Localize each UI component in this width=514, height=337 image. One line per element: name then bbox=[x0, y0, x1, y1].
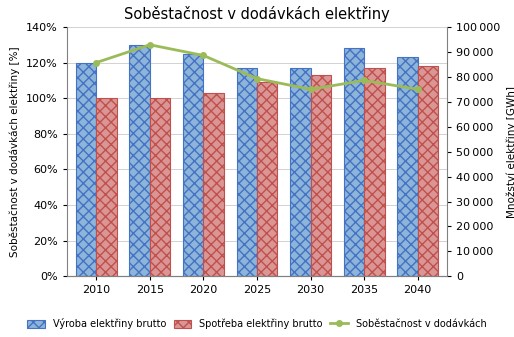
Bar bbox=[344, 48, 364, 276]
Bar bbox=[76, 63, 96, 276]
Bar bbox=[257, 82, 278, 276]
Legend: Výroba elektřiny brutto, Spotřeba elektřiny brutto, Soběstačnost v dodávkách: Výroba elektřiny brutto, Spotřeba elektř… bbox=[25, 315, 489, 332]
Bar bbox=[204, 93, 224, 276]
Title: Soběstačnost v dodávkách elektřiny: Soběstačnost v dodávkách elektřiny bbox=[124, 6, 390, 22]
Bar bbox=[310, 75, 331, 276]
Bar bbox=[130, 45, 150, 276]
Bar bbox=[364, 68, 384, 276]
Y-axis label: Soběstačnost v dodávkách elektřiny [%]: Soběstačnost v dodávkách elektřiny [%] bbox=[10, 46, 21, 257]
Y-axis label: Množství elektřiny [GWh]: Množství elektřiny [GWh] bbox=[506, 86, 514, 218]
Bar bbox=[236, 68, 257, 276]
Bar bbox=[150, 98, 170, 276]
Bar bbox=[96, 98, 117, 276]
Bar bbox=[183, 54, 204, 276]
Bar bbox=[290, 68, 310, 276]
Bar bbox=[418, 66, 438, 276]
Bar bbox=[397, 57, 418, 276]
